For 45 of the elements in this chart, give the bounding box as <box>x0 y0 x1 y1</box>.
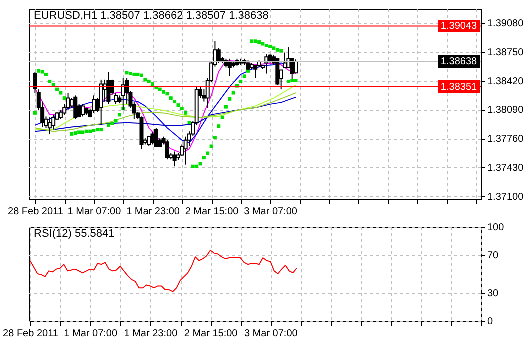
chart-title: RSI(12) 55.5841 <box>34 228 115 240</box>
candlestick <box>216 48 221 64</box>
y-tick-label: 1.38420 <box>488 76 524 88</box>
candlestick <box>246 60 250 71</box>
y-tick-label: 1.38750 <box>488 47 524 58</box>
candlestick <box>99 79 104 126</box>
candlestick <box>48 117 52 135</box>
y-tick-label: 1.37100 <box>488 192 524 203</box>
candlestick <box>254 64 258 79</box>
y-tick-label: 70 <box>488 250 500 262</box>
x-tick-label: 28 Feb 2011 <box>3 328 59 340</box>
candlestick <box>80 104 85 118</box>
x-tick-label: 28 Feb 2011 <box>8 206 64 218</box>
ref-line-label: 1.38351 <box>440 82 478 93</box>
candlestick <box>264 54 269 74</box>
candlestick <box>106 72 111 105</box>
line-series <box>30 250 298 292</box>
chart-title: EURUSD,H1 1.38507 1.38662 1.38507 1.38638 <box>34 10 269 22</box>
y-tick-label: 100 <box>488 222 505 234</box>
x-tick-label: 1 Mar 23:00 <box>126 206 180 218</box>
x-tick-label: 2 Mar 15:00 <box>184 328 238 340</box>
candlestick <box>172 151 177 168</box>
candlestick <box>150 132 155 146</box>
candlestick <box>66 92 70 112</box>
candlestick <box>52 114 56 130</box>
y-tick-label: 1.38090 <box>488 105 524 116</box>
y-tick-label: 1.37430 <box>488 162 524 174</box>
x-tick-label: 1 Mar 07:00 <box>64 328 118 340</box>
candlestick <box>294 59 298 74</box>
candlestick <box>147 135 152 147</box>
x-tick-label: 3 Mar 07:00 <box>244 206 298 218</box>
y-tick-label: 1.37760 <box>488 134 524 146</box>
ref-line-label: 1.39043 <box>440 21 478 32</box>
y-tick-label: 1.39080 <box>488 18 524 30</box>
candlestick <box>74 95 78 120</box>
ref-line-label: 1.38638 <box>440 56 478 68</box>
x-tick-label: 1 Mar 23:00 <box>124 328 178 340</box>
x-tick-label: 2 Mar 15:00 <box>185 206 240 218</box>
y-tick-label: 30 <box>488 288 500 300</box>
x-tick-label: 1 Mar 07:00 <box>68 206 122 218</box>
y-tick-label: 0 <box>488 316 494 328</box>
candlestick <box>154 128 158 147</box>
x-tick-label: 3 Mar 07:00 <box>244 328 298 340</box>
line-series <box>34 84 297 130</box>
candlestick <box>165 140 170 160</box>
